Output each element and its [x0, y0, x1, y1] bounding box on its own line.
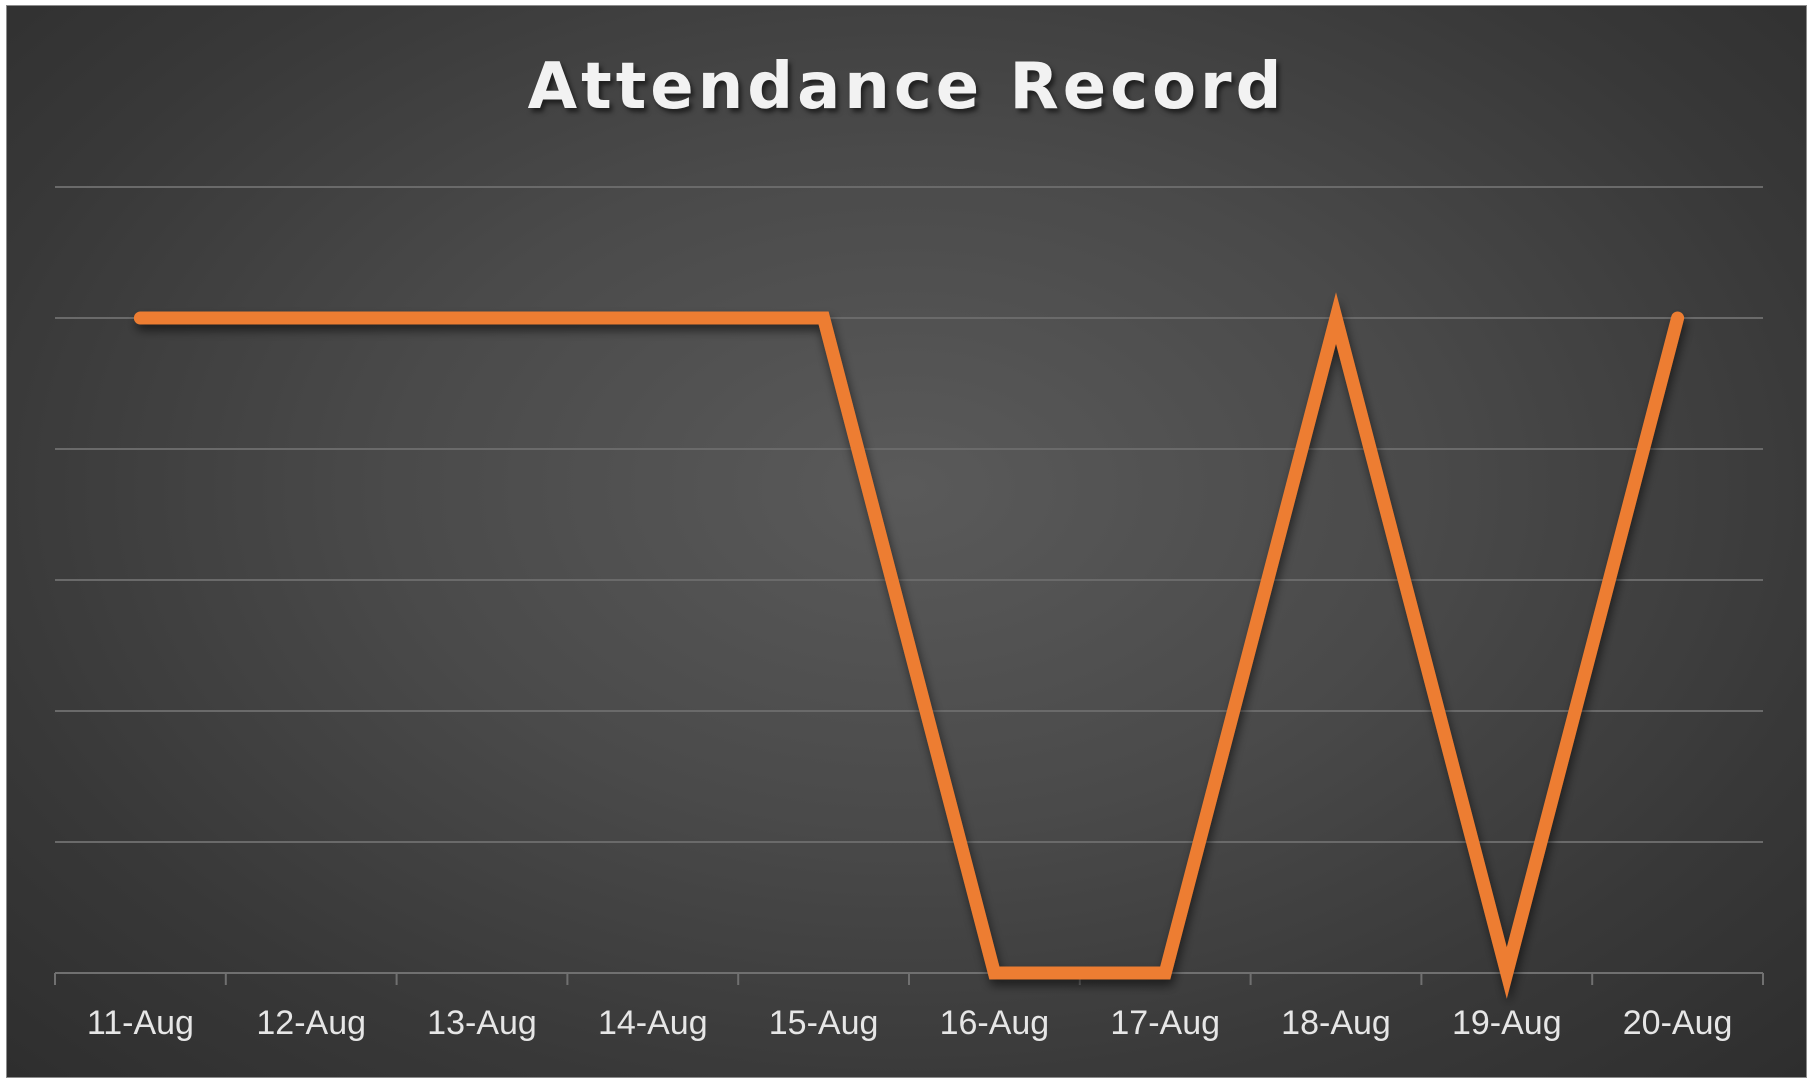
gridlines	[55, 186, 1763, 843]
series-line-0	[133, 292, 1685, 999]
x-tick-label: 13-Aug	[427, 1004, 537, 1042]
x-tick-label: 12-Aug	[256, 1004, 366, 1042]
x-tick-labels: 11-Aug 12-Aug 13-Aug 14-Aug 15-Aug 16-Aug 17-A…	[87, 1004, 1733, 1042]
plot-area: 11-Aug 12-Aug 13-Aug 14-Aug 15-Aug 16-Aug 17-A…	[54, 186, 1764, 1042]
x-tick-label: 17-Aug	[1110, 1004, 1220, 1042]
x-tick-label: 15-Aug	[769, 1004, 879, 1042]
x-tick-label: 20-Aug	[1623, 1004, 1733, 1042]
chart-title: Attendance Record	[527, 50, 1286, 124]
x-tick-label: 11-Aug	[87, 1004, 194, 1042]
x-tick-label: 14-Aug	[598, 1004, 708, 1042]
x-tick-label: 18-Aug	[1281, 1004, 1391, 1042]
x-tick-label: 19-Aug	[1452, 1004, 1562, 1042]
x-axis	[54, 972, 1764, 985]
chart-frame: Attendance Record 11-Aug 12-Aug 13-Aug 14-A…	[6, 5, 1807, 1078]
series-layer	[133, 292, 1685, 999]
x-tick-label: 16-Aug	[940, 1004, 1050, 1042]
